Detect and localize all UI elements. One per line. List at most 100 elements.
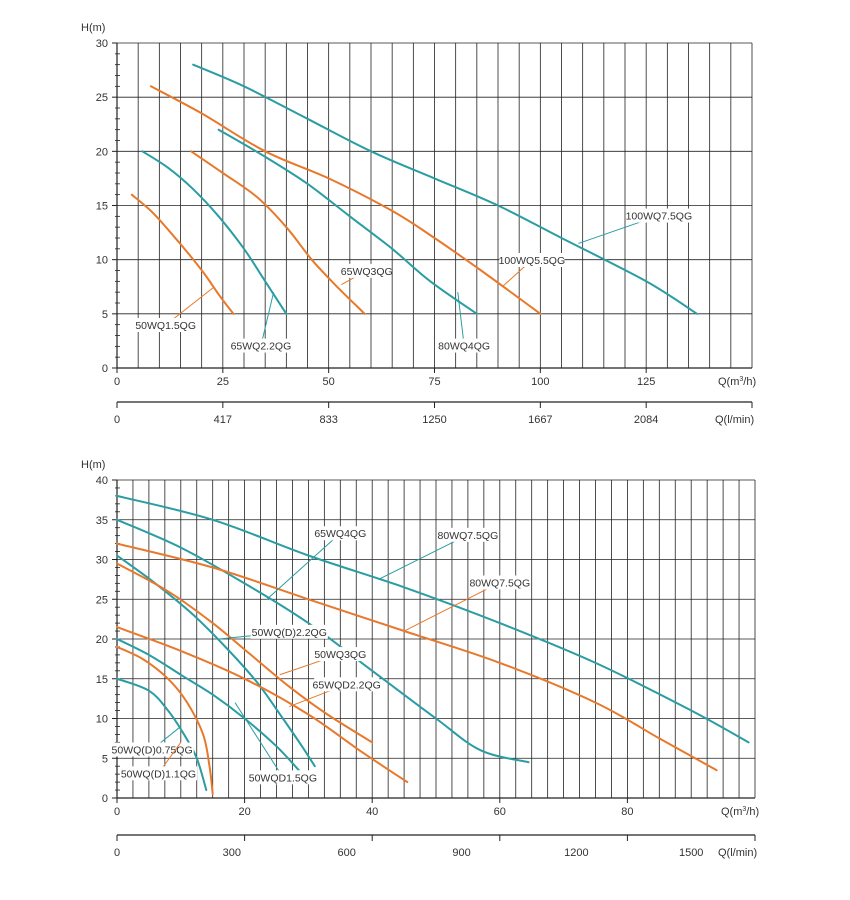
- series-line-50wqd1-5qg: [116, 638, 300, 772]
- y-axis-title: H(m): [81, 22, 105, 34]
- series-line-80wq7-5qg: [116, 542, 718, 772]
- series-label: 65WQD2.2QG: [313, 679, 381, 691]
- series-line-100wq5-5qg: [149, 85, 542, 315]
- leader-line: [266, 532, 341, 600]
- y-tick-label: 40: [96, 475, 108, 487]
- series-label: 65WQ4QG: [314, 528, 366, 540]
- x-tick-label: 60: [494, 806, 506, 818]
- series-labels: 50WQ1.5QG 65WQ2.2QG 65WQ3QG 80WQ4QG 100WQ5.5…: [135, 208, 693, 353]
- series-label: 100WQ7.5QG: [626, 211, 693, 223]
- secondary-tick-label: 833: [319, 414, 337, 426]
- secondary-tick-label: 900: [452, 847, 470, 859]
- leader-line: [378, 534, 469, 580]
- grid: [115, 42, 753, 369]
- y-tick-label: 0: [102, 363, 108, 375]
- y-tick-label: 15: [96, 201, 108, 213]
- label-background: [626, 208, 692, 223]
- series-label: 50WQ(D)1.1QG: [121, 768, 196, 780]
- y-tick-label: 20: [96, 634, 108, 646]
- label-background: [231, 338, 291, 353]
- y-tick-label: 30: [96, 38, 108, 50]
- y-tick-label: 25: [96, 594, 108, 606]
- y-tick-label: 10: [96, 255, 108, 267]
- series-line-65wq2-2qg: [141, 150, 288, 315]
- y-tick-label: 5: [102, 753, 108, 765]
- chart-top: 0 5 10 15 20 25 30 0 25 50 75 100 125 H(m) Q(m3/h) 0 417…: [81, 22, 756, 426]
- series-label: 50WQ1.5QG: [135, 320, 196, 332]
- label-background: [316, 526, 364, 541]
- x-tick-label: 50: [323, 376, 335, 388]
- series-label: 80WQ7.5QG: [438, 530, 499, 542]
- series-label: 50WQ(D)0.75QG: [112, 744, 193, 756]
- series-label: 50WQ3QG: [314, 649, 366, 661]
- series-line-65wqd2-2qg: [116, 626, 409, 784]
- label-background: [316, 647, 364, 662]
- leader-line: [457, 292, 465, 346]
- y-tick-label: 15: [96, 674, 108, 686]
- series-line-50wq3qg: [116, 562, 374, 744]
- secondary-axis: 0 300 600 900 1200 1500 Q(l/min): [114, 834, 757, 859]
- leader-line: [403, 582, 501, 632]
- secondary-tick-label: 300: [223, 847, 241, 859]
- x-tick-label: 0: [114, 806, 120, 818]
- y-axis-title: H(m): [81, 459, 105, 471]
- grid: [115, 479, 756, 799]
- secondary-tick-label: 0: [114, 847, 120, 859]
- series-label: 100WQ5.5QG: [499, 255, 566, 267]
- x-tick-label: 40: [366, 806, 378, 818]
- series-line-80wq4qg: [217, 128, 478, 315]
- label-background: [440, 338, 488, 353]
- series-line-65wq3qg: [190, 150, 366, 315]
- label-background: [250, 624, 328, 639]
- x-tick-label: 75: [428, 376, 440, 388]
- leader-line: [260, 292, 275, 346]
- chart-bottom: 0 5 10 15 20 25 30 35 40 0 20 40 60 80 H(m) Q(m3/h) 0 300…: [81, 459, 759, 859]
- label-background: [250, 770, 316, 785]
- series-group: [116, 494, 750, 795]
- secondary-axis-title: Q(l/min): [715, 414, 754, 426]
- y-tick-label: 35: [96, 515, 108, 527]
- leader-line: [234, 702, 284, 778]
- x-tick-label: 25: [217, 376, 229, 388]
- secondary-axis: 0 417 833 1250 1667 2084 Q(l/min): [114, 401, 754, 426]
- x-axis-title: Q(m3/h): [721, 806, 759, 818]
- series-line-50wq-d-0-75qg: [116, 677, 208, 791]
- series-label: 65WQ3QG: [341, 266, 393, 278]
- series-line-50wq-d-1-1qg: [116, 646, 214, 795]
- label-background: [499, 253, 565, 267]
- series-line-100wq7-5qg: [192, 63, 698, 315]
- series-line-80wq7-5qg: [116, 494, 750, 744]
- secondary-tick-label: 1500: [679, 847, 703, 859]
- secondary-tick-label: 0: [114, 414, 120, 426]
- y-tick-label: 0: [102, 793, 108, 805]
- label-background: [470, 575, 530, 590]
- y-tick-label: 25: [96, 92, 108, 104]
- x-tick-label: 0: [114, 376, 120, 388]
- series-label: 65WQ2.2QG: [231, 341, 292, 353]
- y-tick-label: 5: [102, 309, 108, 321]
- label-background: [314, 677, 380, 692]
- series-label: 50WQ(D)2.2QG: [252, 627, 327, 639]
- series-label: 80WQ7.5QG: [469, 578, 530, 590]
- series-line-50wq1-5qg: [130, 193, 235, 315]
- y-tick-label: 30: [96, 555, 108, 567]
- y-tick-label: 10: [96, 714, 108, 726]
- series-label: 80WQ4QG: [438, 341, 490, 353]
- secondary-tick-label: 1667: [528, 414, 552, 426]
- secondary-tick-label: 600: [338, 847, 356, 859]
- x-tick-label: 80: [621, 806, 633, 818]
- label-background: [136, 318, 196, 332]
- series-group: [130, 63, 698, 315]
- secondary-axis-title: Q(l/min): [718, 847, 757, 859]
- secondary-tick-label: 1200: [564, 847, 588, 859]
- series-line-65wq4qg: [116, 518, 530, 764]
- label-background: [119, 766, 198, 781]
- secondary-tick-label: 2084: [634, 414, 658, 426]
- series-label: 50WQD1.5QG: [249, 772, 317, 784]
- x-tick-label: 125: [637, 376, 655, 388]
- x-tick-label: 100: [531, 376, 549, 388]
- secondary-tick-label: 417: [214, 414, 232, 426]
- secondary-tick-label: 1250: [422, 414, 446, 426]
- y-tick-label: 20: [96, 146, 108, 158]
- label-background: [343, 263, 391, 278]
